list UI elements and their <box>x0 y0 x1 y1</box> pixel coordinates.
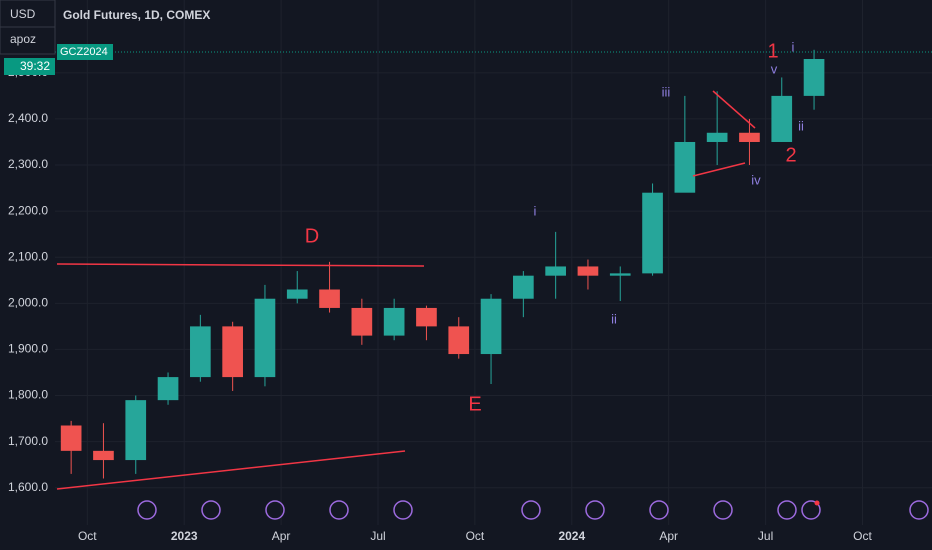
wave-label: i <box>534 203 537 218</box>
candle-body <box>351 307 373 336</box>
candle-body <box>93 450 114 461</box>
candle-body <box>803 59 825 96</box>
wave-label: v <box>771 61 778 76</box>
event-icon[interactable] <box>329 500 349 520</box>
candle-body <box>190 326 211 378</box>
x-tick-label: Apr <box>272 529 291 543</box>
candle-body <box>674 141 696 193</box>
candle-body <box>60 425 82 451</box>
event-icon[interactable] <box>777 500 797 520</box>
y-tick-label: 1,900.0 <box>8 342 48 356</box>
candle-body <box>739 132 760 142</box>
candle-body <box>254 298 276 378</box>
y-tick-label: 1,800.0 <box>8 388 48 402</box>
event-icon[interactable] <box>909 500 929 520</box>
wave-label: iv <box>751 172 761 187</box>
candle-body <box>319 289 340 308</box>
x-tick-label: Jul <box>370 529 385 543</box>
wave-label: ii <box>798 118 804 133</box>
countdown: 39:32 <box>20 59 50 73</box>
event-icons <box>137 500 929 520</box>
event-icon[interactable] <box>713 500 733 520</box>
countdown-tag <box>4 58 55 75</box>
candle-body <box>577 266 599 276</box>
event-icon[interactable] <box>265 500 285 520</box>
event-icon[interactable] <box>585 500 605 520</box>
wave-label: D <box>305 225 319 247</box>
y-tick-label: 2,300.0 <box>8 157 48 171</box>
price-axis: 1,600.0 1,700.0 1,800.0 1,900.0 2,000.0 2,100… <box>8 65 872 543</box>
x-tick-label: Jul <box>758 529 773 543</box>
candle-body <box>448 326 470 355</box>
y-tick-label: 2,200.0 <box>8 203 48 217</box>
drawings <box>56 90 756 490</box>
plot <box>60 49 825 479</box>
x-tick-label: Oct <box>466 529 485 543</box>
chart-title: Gold Futures, 1D, COMEX <box>63 8 210 22</box>
wave-label: E <box>468 393 481 415</box>
symbol: GCZ2024 <box>60 46 108 58</box>
event-icon[interactable] <box>649 500 669 520</box>
candle-body <box>222 326 243 378</box>
event-icon[interactable] <box>393 500 413 520</box>
wave-label: 1 <box>767 40 778 62</box>
trend-line <box>56 263 425 267</box>
candle-body <box>642 192 663 274</box>
event-icon[interactable] <box>201 500 221 520</box>
y-tick-label: 2,000.0 <box>8 296 48 310</box>
candle-body <box>125 400 147 461</box>
y-tick-label: 1,700.0 <box>8 434 48 448</box>
wave-label: ii <box>611 311 617 326</box>
user[interactable]: apoz <box>10 32 36 46</box>
candle-body <box>383 307 405 336</box>
currency[interactable]: USD <box>10 7 36 21</box>
trend-line <box>56 450 406 490</box>
event-icon[interactable] <box>521 500 541 520</box>
symbol-tag <box>57 44 113 60</box>
wave-label: iii <box>662 84 671 99</box>
candle-body <box>416 307 437 327</box>
candle-body <box>545 266 566 276</box>
candle-body <box>706 132 728 142</box>
y-tick-label: 2,100.0 <box>8 249 48 263</box>
candle-body <box>609 273 631 276</box>
candle-body <box>157 377 179 401</box>
x-tick-label: Apr <box>659 529 678 543</box>
trend-line <box>692 162 746 177</box>
x-tick-label: 2023 <box>171 529 198 543</box>
x-tick-label: Oct <box>853 529 872 543</box>
candle-body <box>286 289 308 299</box>
candle-body <box>480 298 502 355</box>
x-tick-label: Oct <box>78 529 97 543</box>
wave-label: i <box>792 39 795 54</box>
y-tick-label: 1,600.0 <box>8 480 48 494</box>
y-tick-label: 2,400.0 <box>8 111 48 125</box>
candle-body <box>513 275 534 299</box>
trend-line <box>712 90 756 129</box>
candle-body <box>771 95 793 142</box>
event-icon[interactable] <box>137 500 157 520</box>
wave-label: 2 <box>785 144 796 166</box>
event-dot <box>814 500 820 506</box>
event-icon[interactable] <box>801 500 821 520</box>
x-tick-label: 2024 <box>558 529 585 543</box>
